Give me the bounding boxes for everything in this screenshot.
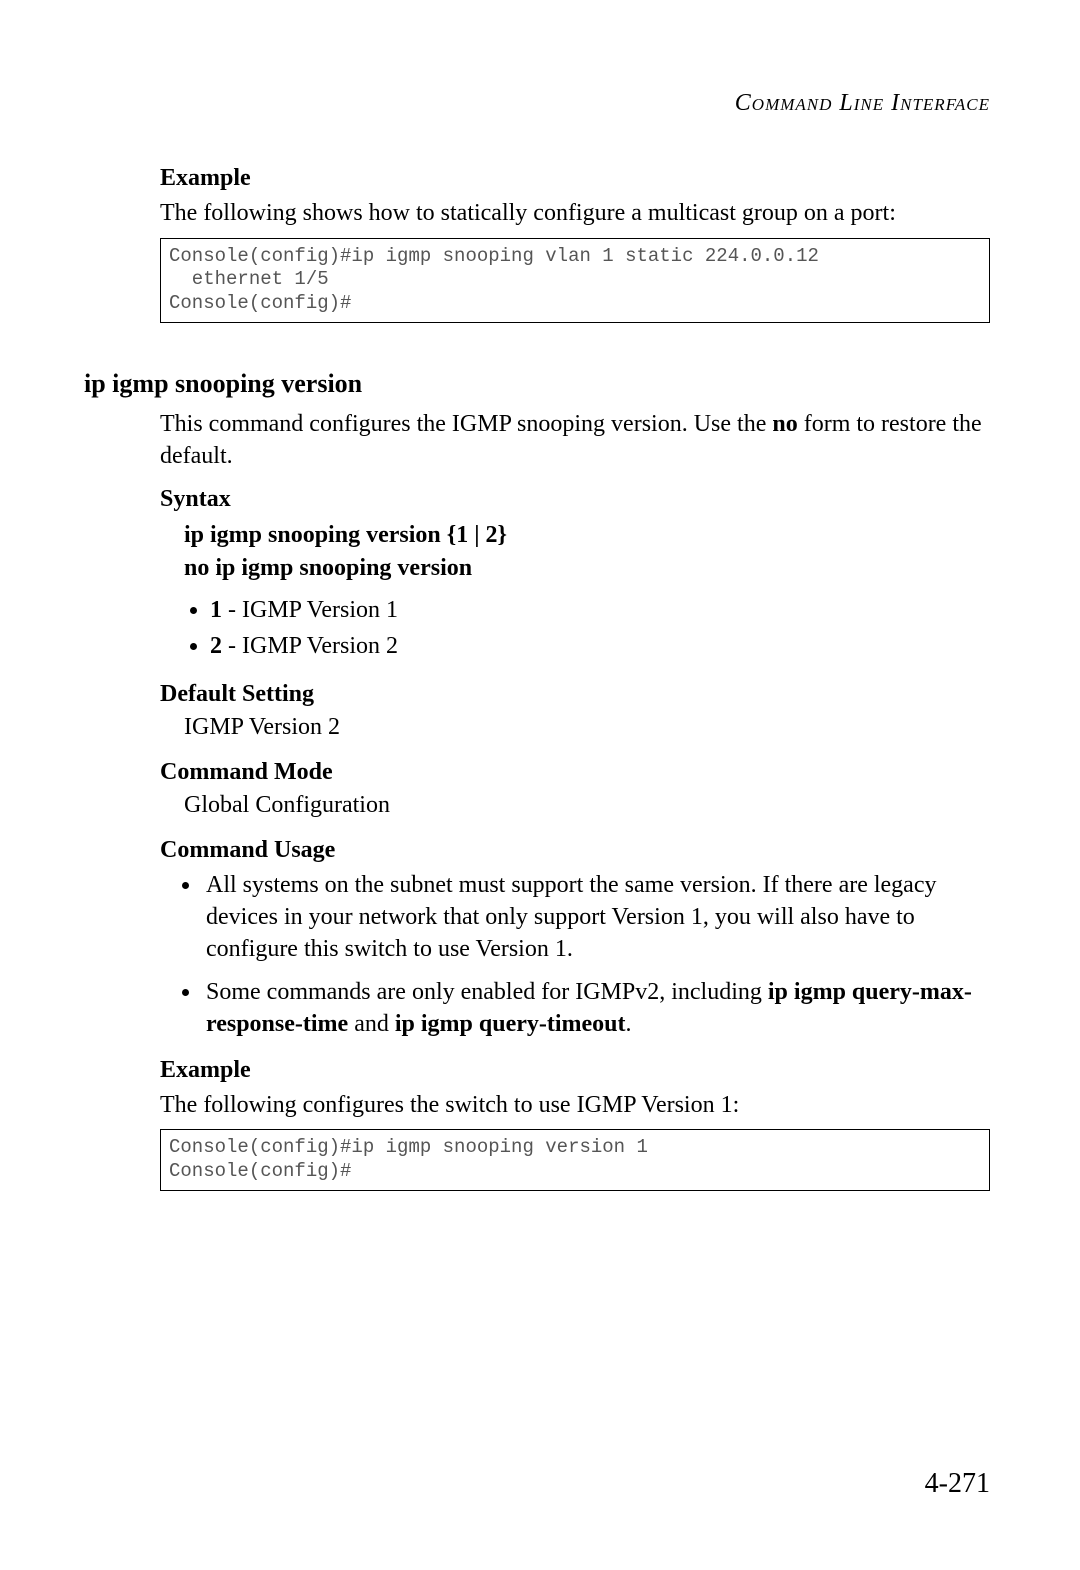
page-header: Command Line Interface — [100, 90, 990, 117]
default-value: IGMP Version 2 — [184, 714, 990, 741]
opt-text: - IGMP Version 2 — [222, 633, 398, 659]
example1-intro: The following shows how to statically co… — [160, 198, 990, 230]
desc-bold: no — [772, 411, 797, 437]
example1-code: Console(config)#ip igmp snooping vlan 1 … — [160, 238, 990, 323]
syntax-options: 1 - IGMP Version 1 2 - IGMP Version 2 — [160, 594, 990, 663]
syntax-lines: ip igmp snooping version {1 | 2} no ip i… — [184, 519, 990, 584]
command-heading: ip igmp snooping version — [84, 369, 990, 399]
usage-t2: and — [348, 1011, 395, 1037]
syntax-line1: ip igmp snooping version {1 | 2} — [184, 519, 990, 551]
syntax-heading: Syntax — [160, 486, 990, 513]
example2-intro: The following configures the switch to u… — [160, 1090, 990, 1122]
manual-page: Command Line Interface Example The follo… — [0, 0, 1080, 1570]
example1-heading: Example — [160, 165, 990, 192]
usage-item: Some commands are only enabled for IGMPv… — [202, 977, 990, 1040]
usage-text: All systems on the subnet must support t… — [206, 872, 937, 961]
opt-bold: 1 — [210, 597, 222, 623]
mode-value: Global Configuration — [184, 792, 990, 819]
command-description: This command configures the IGMP snoopin… — [160, 409, 990, 472]
default-heading: Default Setting — [160, 681, 990, 708]
page-number: 4-271 — [925, 1468, 990, 1500]
usage-item: All systems on the subnet must support t… — [202, 870, 990, 965]
example2-code: Console(config)#ip igmp snooping version… — [160, 1129, 990, 1191]
mode-heading: Command Mode — [160, 759, 990, 786]
command-block: This command configures the IGMP snoopin… — [160, 409, 990, 1191]
usage-heading: Command Usage — [160, 837, 990, 864]
syntax-line2: no ip igmp snooping version — [184, 552, 990, 584]
opt-bold: 2 — [210, 633, 222, 659]
usage-list: All systems on the subnet must support t… — [160, 870, 990, 1040]
usage-b2: ip igmp query-timeout — [395, 1011, 626, 1037]
desc-pre: This command configures the IGMP snoopin… — [160, 411, 772, 437]
usage-t3: . — [626, 1011, 632, 1037]
usage-t1: Some commands are only enabled for IGMPv… — [206, 979, 768, 1005]
example1-block: Example The following shows how to stati… — [160, 165, 990, 323]
syntax-option: 1 - IGMP Version 1 — [210, 594, 990, 628]
syntax-option: 2 - IGMP Version 2 — [210, 630, 990, 664]
example2-heading: Example — [160, 1057, 990, 1084]
opt-text: - IGMP Version 1 — [222, 597, 398, 623]
